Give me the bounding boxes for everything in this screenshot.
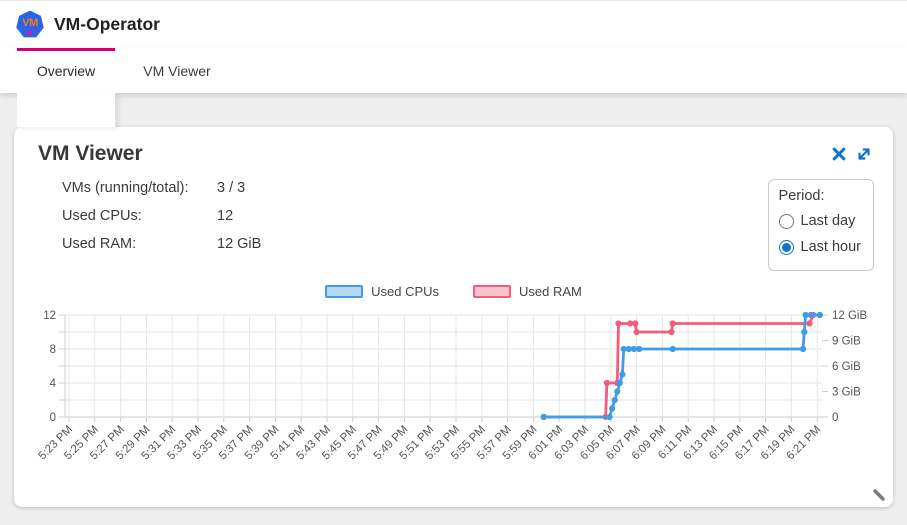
- tab-vm-viewer[interactable]: VM Viewer: [115, 48, 239, 93]
- usage-chart: 5:23 PM 5:25 PM 5:27 PM 5:29 PM 5:31 PM 5:33 …: [30, 303, 893, 486]
- last-day-label: Last day: [800, 213, 856, 229]
- card-actions: [830, 142, 873, 163]
- legend-item-used-ram[interactable]: Used RAM: [473, 284, 582, 299]
- resize-handle[interactable]: [871, 487, 887, 503]
- stat-cpus-label: Used CPUs:: [62, 208, 142, 224]
- vm-operator-logo-icon: VM: [16, 10, 44, 38]
- vm-viewer-card: VM Viewer VMs (running/total: [14, 127, 893, 507]
- card-title: VM Viewer: [38, 142, 143, 165]
- svg-text:3 GiB: 3 GiB: [832, 387, 861, 399]
- stat-ram-label: Used RAM:: [62, 236, 137, 252]
- period-selector: Period: Last day Last hour: [767, 179, 874, 271]
- svg-text:9 GiB: 9 GiB: [832, 336, 861, 348]
- legend-used-cpus-label: Used CPUs: [371, 284, 440, 299]
- svg-text:6 GiB: 6 GiB: [832, 361, 861, 373]
- svg-text:4: 4: [50, 378, 57, 390]
- stats-and-period-row: VMs (running/total): 3 / 3 Used CPUs: 12…: [14, 179, 893, 271]
- svg-text:12 GiB: 12 GiB: [832, 310, 867, 322]
- stat-vms-label: VMs (running/total):: [62, 180, 189, 196]
- stat-cpus-value: 12: [217, 208, 234, 224]
- logo-vm-text: VM: [22, 16, 38, 29]
- tab-overview[interactable]: Overview: [17, 48, 115, 127]
- tab-vm-viewer-label: VM Viewer: [143, 62, 211, 79]
- tab-bar: Overview VM Viewer: [0, 48, 907, 127]
- close-icon[interactable]: [830, 145, 848, 163]
- last-day-radio[interactable]: [778, 213, 794, 229]
- app-title: VM-Operator: [54, 14, 160, 34]
- svg-text:0: 0: [832, 412, 838, 424]
- period-option-last-hour[interactable]: Last hour: [778, 234, 861, 260]
- svg-text:0: 0: [50, 412, 56, 424]
- svg-text:12: 12: [43, 310, 56, 322]
- expand-icon[interactable]: [855, 145, 873, 163]
- chart-legend: Used CPUs Used RAM: [14, 284, 893, 299]
- app-header: VM VM-Operator: [0, 0, 907, 48]
- legend-used-ram-label: Used RAM: [519, 284, 582, 299]
- svg-text:8: 8: [50, 344, 56, 356]
- page-background: VM Viewer VMs (running/total: [0, 93, 907, 525]
- period-option-last-day[interactable]: Last day: [778, 208, 861, 234]
- used-cpus-swatch: [325, 285, 364, 298]
- usage-chart-canvas: 5:23 PM5:25 PM5:27 PM5:29 PM5:31 PM5:33 …: [36, 310, 867, 462]
- stats-table: VMs (running/total): 3 / 3 Used CPUs: 12…: [62, 179, 261, 253]
- period-title: Period:: [778, 188, 825, 204]
- stat-vms-value: 3 / 3: [217, 180, 246, 196]
- stat-ram-value: 12 GiB: [217, 236, 262, 252]
- last-hour-label: Last hour: [800, 239, 861, 255]
- used-ram-swatch: [473, 285, 512, 298]
- card-header: VM Viewer: [14, 127, 893, 166]
- tab-overview-label: Overview: [36, 62, 96, 79]
- legend-item-used-cpus[interactable]: Used CPUs: [325, 284, 439, 299]
- logo-arrow-icon: [26, 30, 34, 36]
- active-tab-indicator: [17, 48, 115, 51]
- last-hour-radio[interactable]: [778, 239, 794, 255]
